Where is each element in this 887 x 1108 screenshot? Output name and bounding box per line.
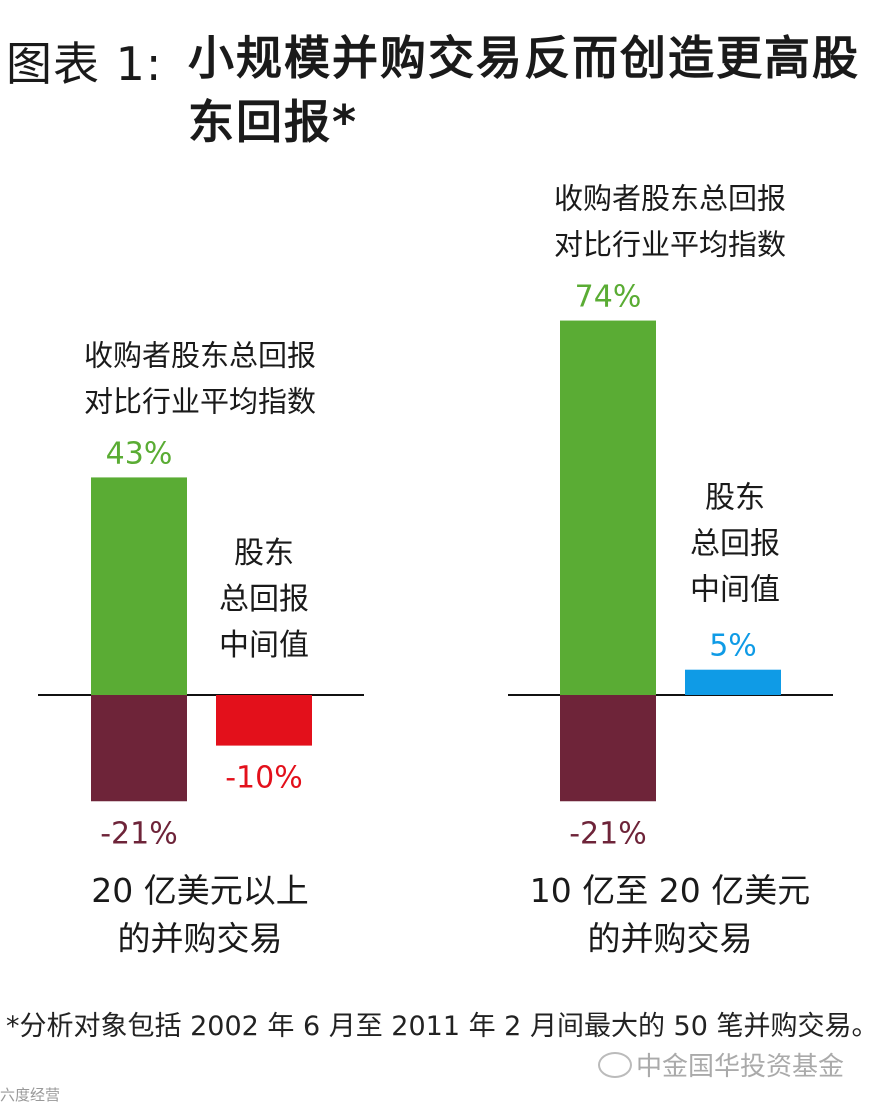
bar-label-median: -10% — [225, 761, 303, 796]
bar-label-positive: 74% — [575, 280, 642, 315]
footnote: *分析对象包括 2002 年 6 月至 2011 年 2 月间最大的 50 笔并… — [6, 1011, 879, 1042]
bar-label-negative: -21% — [569, 816, 647, 851]
median-label-line: 中间值 — [219, 628, 309, 663]
y-label-line: 对比行业平均指数 — [84, 384, 316, 418]
median-label-line: 总回报 — [690, 527, 780, 562]
bar-label-median: 5% — [709, 629, 757, 664]
bar-acquirer-positive — [560, 320, 656, 695]
title-prefix: 图表 1: — [6, 37, 163, 91]
category-label-line: 10 亿至 20 亿美元 — [530, 871, 810, 910]
bar-median — [216, 695, 312, 746]
bar-label-negative: -21% — [100, 816, 178, 851]
y-label-line: 对比行业平均指数 — [554, 228, 786, 262]
category-label-line: 的并购交易 — [118, 919, 283, 958]
category-label-line: 20 亿美元以上 — [91, 871, 308, 910]
bar-label-positive: 43% — [106, 436, 173, 471]
median-label-line: 股东 — [234, 536, 294, 571]
bar-acquirer-positive — [91, 477, 187, 695]
y-label-line: 收购者股东总回报 — [554, 182, 786, 216]
watermark-text: 中金国华投资基金 — [636, 1052, 845, 1082]
bar-acquirer-negative — [91, 695, 187, 802]
median-label-line: 中间值 — [690, 573, 780, 608]
median-label-line: 总回报 — [219, 582, 309, 617]
category-label-line: 的并购交易 — [588, 919, 753, 958]
watermark-2: 六度经营 — [0, 1086, 61, 1104]
watermark: 中金国华投资基金 — [598, 1046, 844, 1083]
wechat-icon — [598, 1052, 632, 1078]
bar-acquirer-negative — [560, 695, 656, 802]
chart-title: 小规模并购交易反而创造更高股东回报* — [188, 31, 860, 149]
bar-median — [685, 669, 781, 695]
median-label-line: 股东 — [705, 481, 765, 516]
y-label-line: 收购者股东总回报 — [84, 338, 316, 372]
